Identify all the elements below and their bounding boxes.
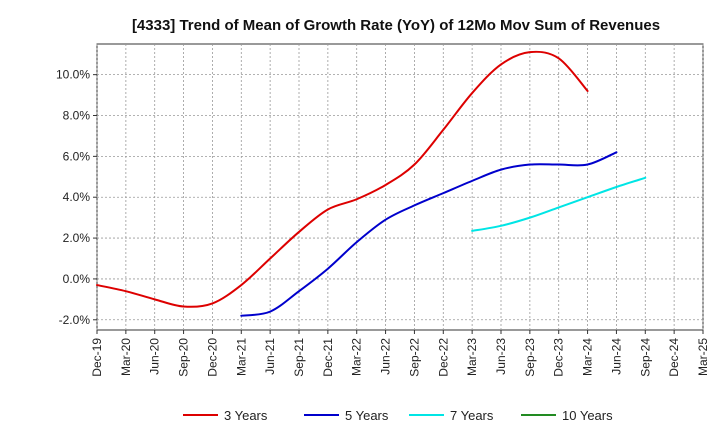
x-tick-label: Mar-25 [696, 338, 710, 376]
y-tick-label: 2.0% [63, 231, 91, 245]
x-tick-label: Dec-22 [436, 338, 450, 377]
series-lines [96, 50, 647, 317]
x-tick-label: Dec-24 [667, 338, 681, 377]
legend-label-7-years: 7 Years [450, 408, 494, 423]
y-tick-label: 4.0% [63, 190, 91, 204]
x-tick-label: Jun-21 [263, 338, 277, 375]
x-tick-label: Jun-24 [609, 338, 623, 375]
y-tick-label: -2.0% [59, 313, 91, 327]
series-line-3-years [96, 50, 589, 308]
y-tick-label: 8.0% [63, 109, 91, 123]
x-tick-label: Sep-24 [638, 338, 652, 377]
x-tick-label: Mar-21 [234, 338, 248, 376]
x-tick-label: Sep-22 [407, 338, 421, 377]
x-tick-label: Sep-23 [523, 338, 537, 377]
x-tick-label: Jun-22 [379, 338, 393, 375]
legend-label-3-years: 3 Years [224, 408, 268, 423]
x-tick-label: Dec-20 [205, 338, 219, 377]
x-tick-label: Jun-23 [494, 338, 508, 375]
x-tick-label: Mar-22 [350, 338, 364, 376]
x-tick-label: Dec-23 [552, 338, 566, 377]
x-tick-label: Dec-19 [90, 338, 104, 377]
y-tick-label: 0.0% [63, 272, 91, 286]
plot-frame [96, 43, 704, 331]
y-tick-label: 6.0% [63, 149, 91, 163]
legend: 3 Years 5 Years 7 Years 10 Years [183, 408, 613, 423]
x-tick-label: Mar-23 [465, 338, 479, 376]
x-tick-label: Jun-20 [148, 338, 162, 375]
x-tick-label: Sep-20 [177, 338, 191, 377]
series-line-5-years [240, 151, 618, 317]
y-tick-label: 10.0% [56, 68, 90, 82]
x-tick-label: Mar-24 [581, 338, 595, 376]
legend-label-5-years: 5 Years [345, 408, 389, 423]
legend-label-10-years: 10 Years [562, 408, 613, 423]
y-axis: -2.0% 0.0% 2.0% 4.0% 6.0% 8.0% 10.0% [56, 68, 97, 327]
x-tick-label: Mar-20 [119, 338, 133, 376]
plot-area [96, 43, 704, 331]
series-line-7-years [471, 176, 647, 232]
x-tick-label: Sep-21 [292, 338, 306, 377]
gridlines [96, 44, 704, 330]
x-axis: Dec-19 Mar-20 Jun-20 Sep-20 Dec-20 Mar-21 Jun-… [90, 330, 710, 377]
chart-title: [4333] Trend of Mean of Growth Rate (YoY… [132, 17, 660, 34]
x-tick-label: Dec-21 [321, 338, 335, 377]
